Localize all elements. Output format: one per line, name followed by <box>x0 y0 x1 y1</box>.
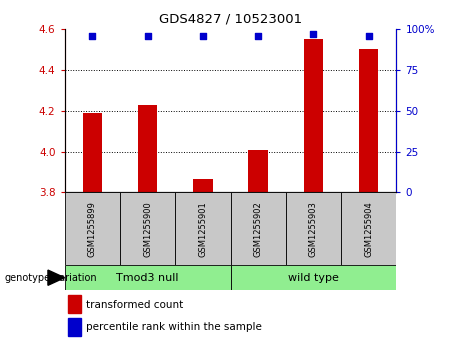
Text: wild type: wild type <box>288 273 339 283</box>
Point <box>365 33 372 38</box>
Text: GSM1255901: GSM1255901 <box>198 201 207 257</box>
Bar <box>68 318 81 336</box>
Bar <box>304 39 323 192</box>
Point <box>254 33 262 38</box>
Text: GSM1255903: GSM1255903 <box>309 201 318 257</box>
Bar <box>83 113 102 192</box>
Bar <box>341 192 396 265</box>
Bar <box>193 179 213 192</box>
Bar <box>359 49 378 192</box>
Text: genotype/variation: genotype/variation <box>5 273 97 283</box>
Text: Tmod3 null: Tmod3 null <box>116 273 179 283</box>
Text: GSM1255899: GSM1255899 <box>88 201 97 257</box>
Bar <box>68 295 81 313</box>
Bar <box>230 265 396 290</box>
Bar <box>120 192 175 265</box>
Text: GSM1255902: GSM1255902 <box>254 201 263 257</box>
Text: transformed count: transformed count <box>86 299 183 310</box>
Bar <box>248 150 268 192</box>
Point <box>310 31 317 37</box>
Bar <box>286 192 341 265</box>
Text: percentile rank within the sample: percentile rank within the sample <box>86 322 262 333</box>
Title: GDS4827 / 10523001: GDS4827 / 10523001 <box>159 12 302 25</box>
Bar <box>65 192 120 265</box>
Bar <box>230 192 286 265</box>
Point <box>89 33 96 38</box>
Polygon shape <box>48 270 65 285</box>
Text: GSM1255900: GSM1255900 <box>143 201 152 257</box>
Point <box>199 33 207 38</box>
Bar <box>175 192 230 265</box>
Text: GSM1255904: GSM1255904 <box>364 201 373 257</box>
Point <box>144 33 151 38</box>
Bar <box>138 105 157 192</box>
Bar <box>65 265 230 290</box>
